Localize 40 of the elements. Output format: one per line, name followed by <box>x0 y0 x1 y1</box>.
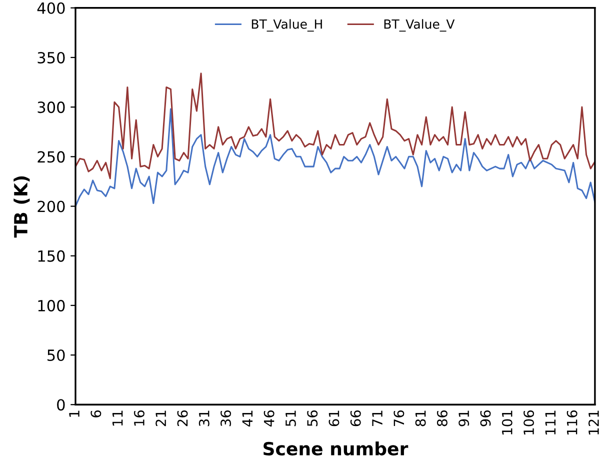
x-tick-label: 51 <box>286 410 296 426</box>
x-tick-label: 76 <box>394 410 404 426</box>
x-tick-label: 61 <box>328 410 340 426</box>
y-tick-label: 150 <box>38 250 65 262</box>
x-tick-label: 96 <box>480 410 491 426</box>
x-tick-label: 66 <box>350 410 361 426</box>
x-tick-label: 6 <box>90 410 102 418</box>
legend-label: BT_Value_V <box>384 19 455 32</box>
y-tick-label: 100 <box>38 300 65 312</box>
line-series <box>76 72 595 180</box>
y-tick-label: 400 <box>37 2 65 14</box>
x-tick-label: 116 <box>566 410 578 434</box>
x-tick-label: 81 <box>415 410 426 426</box>
x-tick-label: 46 <box>264 410 274 426</box>
y-axis-title: TB (K) <box>14 176 30 238</box>
x-tick-label: 11 <box>112 410 123 426</box>
x-tick-label: 121 <box>588 410 599 434</box>
y-tick-label: 200 <box>38 200 65 212</box>
y-tick-label: 50 <box>48 349 65 362</box>
x-tick-label: 21 <box>156 410 166 426</box>
x-tick-label: 41 <box>242 410 252 426</box>
x-tick-label: 1 <box>69 410 80 417</box>
y-tick-label: 250 <box>38 151 65 163</box>
x-tick-label: 16 <box>134 410 144 426</box>
y-tick-label: 0 <box>57 399 65 411</box>
x-tick-label: 86 <box>436 410 448 426</box>
x-tick-label: 36 <box>220 410 232 426</box>
y-tick-label: 300 <box>38 102 65 114</box>
x-tick-label: 101 <box>502 410 512 434</box>
x-tick-label: 71 <box>372 410 382 426</box>
x-tick-label: 31 <box>198 410 210 426</box>
x-tick-label: 26 <box>177 410 188 426</box>
x-axis-title: Scene number <box>264 442 408 456</box>
x-tick-label: 91 <box>458 410 470 426</box>
legend-label: BT_Value_H <box>252 19 322 32</box>
line-series <box>76 108 595 208</box>
y-tick-label: 350 <box>38 52 65 64</box>
x-tick-label: 56 <box>307 410 318 426</box>
x-tick-label: 106 <box>524 410 534 434</box>
x-tick-label: 111 <box>545 410 556 434</box>
